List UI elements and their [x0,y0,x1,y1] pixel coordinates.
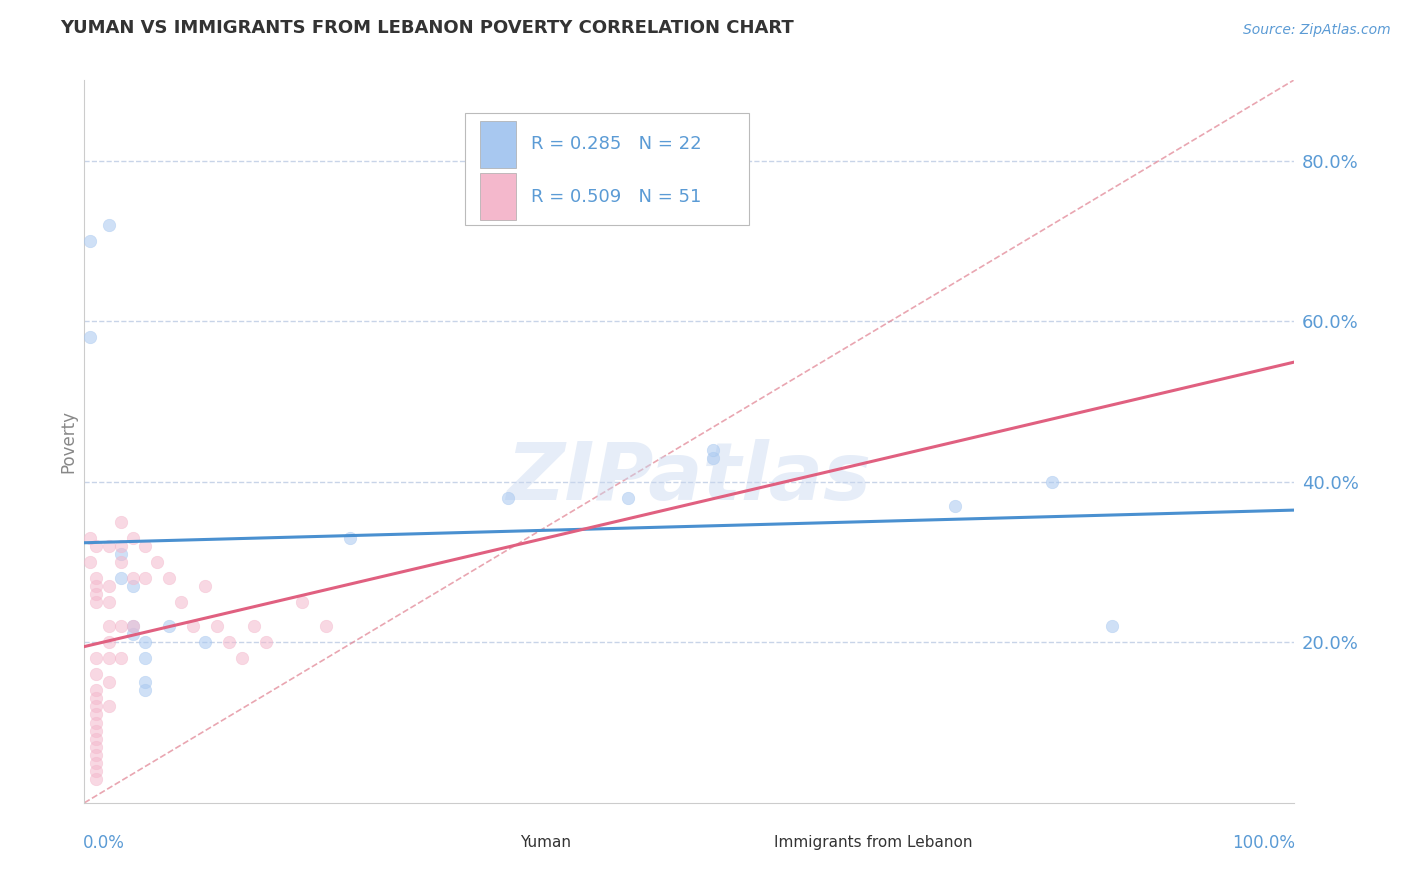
Point [97,699,120,714]
Point [110,571,132,585]
Point [242,619,264,633]
Point [134,651,156,665]
Point [496,491,519,505]
Point [86,667,108,681]
Point [97,595,120,609]
Point [121,531,143,545]
Point [86,571,108,585]
Point [121,619,143,633]
Point [97,579,120,593]
Point [121,619,143,633]
Point [86,739,108,754]
Point [134,635,156,649]
Point [617,491,640,505]
Point [97,619,120,633]
Point [86,683,108,698]
Point [254,635,277,649]
Point [110,515,132,529]
Point [97,651,120,665]
Y-axis label: Poverty: Poverty [59,410,77,473]
Point [110,547,132,561]
Point [97,635,120,649]
Point [194,579,217,593]
Point [315,619,337,633]
FancyBboxPatch shape [465,112,749,225]
Point [702,442,724,457]
Point [86,651,108,665]
Point [110,539,132,553]
Point [79,234,101,248]
Point [86,731,108,746]
Point [79,555,101,569]
Point [110,651,132,665]
Point [86,595,108,609]
Text: ZIPatlas: ZIPatlas [506,439,872,516]
Bar [737,831,763,854]
Point [181,619,204,633]
Point [943,499,966,513]
Bar [479,173,516,220]
Text: 100.0%: 100.0% [1232,833,1295,852]
Point [1040,475,1063,489]
Point [121,571,143,585]
Point [231,651,253,665]
Point [86,539,108,553]
Point [86,587,108,601]
Point [86,747,108,762]
Point [86,772,108,786]
Point [134,571,156,585]
Text: YUMAN VS IMMIGRANTS FROM LEBANON POVERTY CORRELATION CHART: YUMAN VS IMMIGRANTS FROM LEBANON POVERTY… [60,19,794,37]
Point [218,635,240,649]
Point [86,699,108,714]
Text: R = 0.509   N = 51: R = 0.509 N = 51 [530,188,702,206]
Point [146,555,169,569]
Point [79,531,101,545]
Point [157,571,180,585]
Point [170,595,193,609]
Bar [479,120,516,168]
Point [157,619,180,633]
Text: Immigrants from Lebanon: Immigrants from Lebanon [773,835,972,850]
Point [194,635,217,649]
Point [291,595,314,609]
Point [86,715,108,730]
Point [97,218,120,232]
Point [134,683,156,698]
Point [97,675,120,690]
Point [134,539,156,553]
Point [702,450,724,465]
Point [207,619,229,633]
Point [86,579,108,593]
Point [121,579,143,593]
Point [110,619,132,633]
Point [86,756,108,770]
Point [110,555,132,569]
Point [121,627,143,641]
Point [134,675,156,690]
Point [339,531,361,545]
Text: R = 0.285   N = 22: R = 0.285 N = 22 [530,136,702,153]
Point [86,723,108,738]
Bar [484,831,510,854]
Text: 0.0%: 0.0% [83,833,125,852]
Point [86,764,108,778]
Point [86,707,108,722]
Text: Source: ZipAtlas.com: Source: ZipAtlas.com [1243,23,1391,37]
Point [97,539,120,553]
Point [79,330,101,344]
Point [86,691,108,706]
Text: Yuman: Yuman [520,835,571,850]
Point [1101,619,1123,633]
